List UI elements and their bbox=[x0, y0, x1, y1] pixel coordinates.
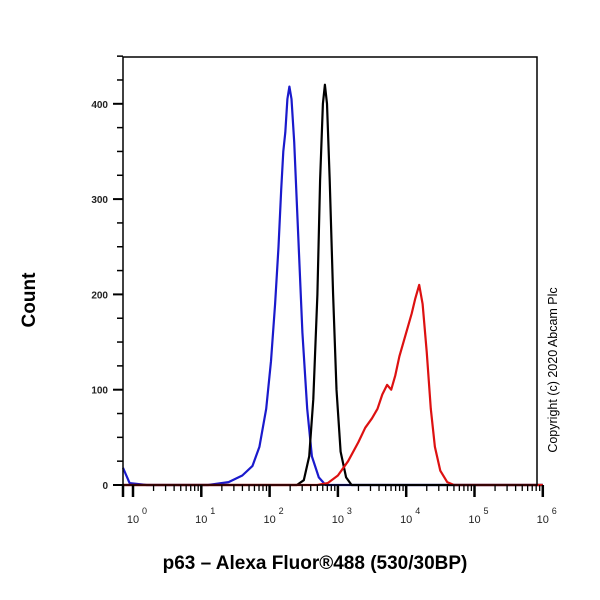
x-tick-exponent: 3 bbox=[347, 506, 352, 516]
x-tick-label: 10 bbox=[127, 514, 139, 526]
y-tick-label: 300 bbox=[91, 195, 108, 206]
y-tick-label: 400 bbox=[91, 100, 108, 111]
x-tick-label: 10 bbox=[195, 514, 207, 526]
x-tick-exponent: 6 bbox=[552, 506, 557, 516]
x-tick-exponent: 2 bbox=[279, 506, 284, 516]
plot-frame bbox=[122, 56, 538, 486]
y-tick-label: 200 bbox=[91, 290, 108, 301]
copyright-notice: Copyright (c) 2020 Abcam Plc bbox=[546, 287, 560, 453]
x-tick-exponent: 1 bbox=[210, 506, 215, 516]
x-tick-label: 10 bbox=[332, 514, 344, 526]
x-tick-label: 10 bbox=[468, 514, 480, 526]
histogram-curves bbox=[121, 83, 543, 487]
x-tick-exponent: 4 bbox=[415, 506, 420, 516]
x-tick-label: 10 bbox=[263, 514, 275, 526]
x-axis-label: p63 – Alexa Fluor®488 (530/30BP) bbox=[162, 553, 468, 574]
y-tick-label: 0 bbox=[102, 481, 108, 492]
series-line-1 bbox=[123, 83, 543, 487]
y-axis: 0 100 200 300 400 bbox=[91, 55, 123, 492]
series-line-2 bbox=[123, 283, 543, 487]
x-tick-exponent: 5 bbox=[484, 506, 489, 516]
y-axis-label: Count bbox=[19, 272, 40, 328]
x-tick-exponent: 0 bbox=[142, 506, 147, 516]
y-tick-label: 100 bbox=[91, 386, 108, 397]
x-tick-label: 10 bbox=[400, 514, 412, 526]
x-tick-label: 10 bbox=[537, 514, 549, 526]
series-line-0 bbox=[121, 85, 543, 487]
